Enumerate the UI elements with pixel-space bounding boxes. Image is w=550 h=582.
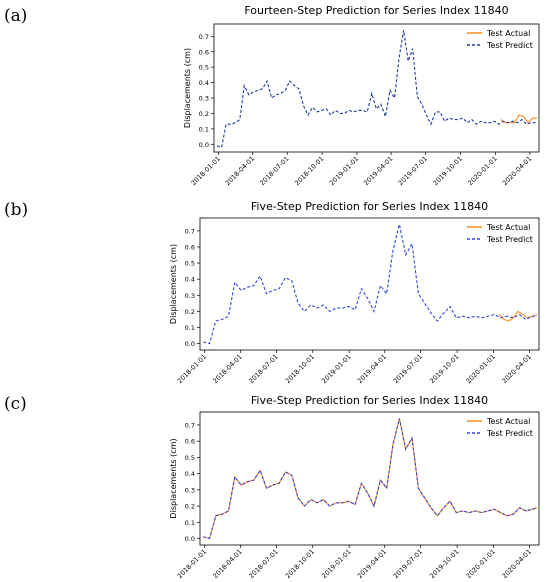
x-tick-label: 2020-04-01 bbox=[501, 548, 533, 580]
legend-label: Test Actual bbox=[486, 223, 530, 232]
x-tick-label: 2018-04-01 bbox=[224, 155, 256, 187]
legend-label: Test Predict bbox=[486, 429, 533, 438]
x-tick-label: 2019-04-01 bbox=[356, 548, 388, 580]
x-tick-label: 2019-10-01 bbox=[428, 548, 460, 580]
x-tick-label: 2019-07-01 bbox=[392, 548, 424, 580]
x-tick-label: 2018-01-01 bbox=[190, 155, 222, 187]
y-tick-label: 0.1 bbox=[185, 519, 195, 527]
test-actual-line bbox=[498, 310, 538, 322]
x-tick-label: 2018-01-01 bbox=[176, 353, 208, 385]
y-tick-label: 0.5 bbox=[185, 454, 195, 462]
x-tick-label: 2018-04-01 bbox=[211, 548, 243, 580]
line-chart: Fourteen-Step Prediction for Series Inde… bbox=[183, 4, 540, 187]
plot-frame bbox=[199, 217, 540, 351]
x-tick-label: 2018-10-01 bbox=[284, 548, 316, 580]
y-tick-label: 0.7 bbox=[185, 227, 195, 235]
chart-title: Five-Step Prediction for Series Index 11… bbox=[251, 200, 488, 213]
x-tick-label: 2018-10-01 bbox=[284, 353, 316, 385]
y-tick-label: 0.2 bbox=[185, 503, 195, 511]
x-tick-label: 2018-01-01 bbox=[176, 548, 208, 580]
x-tick-label: 2019-07-01 bbox=[392, 353, 424, 385]
y-tick-label: 0.3 bbox=[199, 95, 209, 103]
y-tick-label: 0.1 bbox=[199, 125, 209, 133]
chart-title: Fourteen-Step Prediction for Series Inde… bbox=[244, 4, 508, 17]
legend-label: Test Predict bbox=[486, 235, 533, 244]
x-tick-label: 2020-04-01 bbox=[501, 353, 533, 385]
plot-frame bbox=[213, 23, 540, 153]
x-tick-label: 2019-04-01 bbox=[356, 353, 388, 385]
y-tick-label: 0.6 bbox=[199, 48, 209, 56]
y-axis-label: Displacements (cm) bbox=[169, 244, 178, 324]
y-tick-label: 0.7 bbox=[185, 421, 195, 429]
x-tick-label: 2019-01-01 bbox=[320, 353, 352, 385]
line-chart: Five-Step Prediction for Series Index 11… bbox=[169, 200, 540, 385]
panel-c: (c) Five-Step Prediction for Series Inde… bbox=[0, 388, 550, 582]
x-tick-label: 2018-07-01 bbox=[247, 353, 279, 385]
plot-frame bbox=[199, 411, 540, 546]
panel-a: (a) Fourteen-Step Prediction for Series … bbox=[0, 0, 550, 194]
x-tick-label: 2019-01-01 bbox=[328, 155, 360, 187]
y-tick-label: 0.6 bbox=[185, 243, 195, 251]
test-predict-line bbox=[203, 418, 538, 540]
y-tick-label: 0.5 bbox=[199, 64, 209, 72]
panel-label: (a) bbox=[4, 6, 28, 26]
y-tick-label: 0.4 bbox=[185, 276, 195, 284]
legend-label: Test Actual bbox=[486, 29, 530, 38]
test-predict-line bbox=[203, 224, 537, 345]
x-tick-label: 2019-01-01 bbox=[320, 548, 352, 580]
x-tick-label: 2020-04-01 bbox=[501, 155, 533, 187]
legend-label: Test Predict bbox=[486, 41, 533, 50]
x-tick-label: 2018-07-01 bbox=[258, 155, 290, 187]
x-tick-label: 2018-10-01 bbox=[293, 155, 325, 187]
x-tick-label: 2018-07-01 bbox=[247, 548, 279, 580]
y-tick-label: 0.4 bbox=[185, 470, 195, 478]
y-tick-label: 0.1 bbox=[185, 324, 195, 332]
x-tick-label: 2019-10-01 bbox=[428, 353, 460, 385]
y-tick-label: 0.6 bbox=[185, 438, 195, 446]
y-tick-label: 0.4 bbox=[199, 79, 209, 87]
x-tick-label: 2019-07-01 bbox=[397, 155, 429, 187]
line-chart: Five-Step Prediction for Series Index 11… bbox=[169, 394, 540, 580]
y-tick-label: 0.0 bbox=[185, 340, 195, 348]
x-tick-label: 2020-01-01 bbox=[465, 353, 497, 385]
y-tick-label: 0.2 bbox=[199, 110, 209, 118]
y-axis-label: Displacements (cm) bbox=[169, 438, 178, 518]
y-tick-label: 0.3 bbox=[185, 486, 195, 494]
test-actual-line bbox=[500, 114, 538, 124]
y-tick-label: 0.2 bbox=[185, 308, 195, 316]
x-tick-label: 2019-04-01 bbox=[362, 155, 394, 187]
panel-label: (b) bbox=[4, 200, 29, 220]
x-tick-label: 2018-04-01 bbox=[211, 353, 243, 385]
y-axis-label: Displacements (cm) bbox=[183, 48, 192, 128]
chart-title: Five-Step Prediction for Series Index 11… bbox=[251, 394, 488, 407]
y-tick-label: 0.3 bbox=[185, 292, 195, 300]
x-tick-label: 2020-01-01 bbox=[465, 548, 497, 580]
legend-label: Test Actual bbox=[486, 417, 530, 426]
y-tick-label: 0.0 bbox=[199, 141, 209, 149]
y-tick-label: 0.0 bbox=[185, 535, 195, 543]
panel-label: (c) bbox=[4, 394, 27, 414]
y-tick-label: 0.7 bbox=[199, 33, 209, 41]
y-tick-label: 0.5 bbox=[185, 260, 195, 268]
panel-b: (b) Five-Step Prediction for Series Inde… bbox=[0, 194, 550, 388]
x-tick-label: 2020-01-01 bbox=[466, 155, 498, 187]
x-tick-label: 2019-10-01 bbox=[432, 155, 464, 187]
